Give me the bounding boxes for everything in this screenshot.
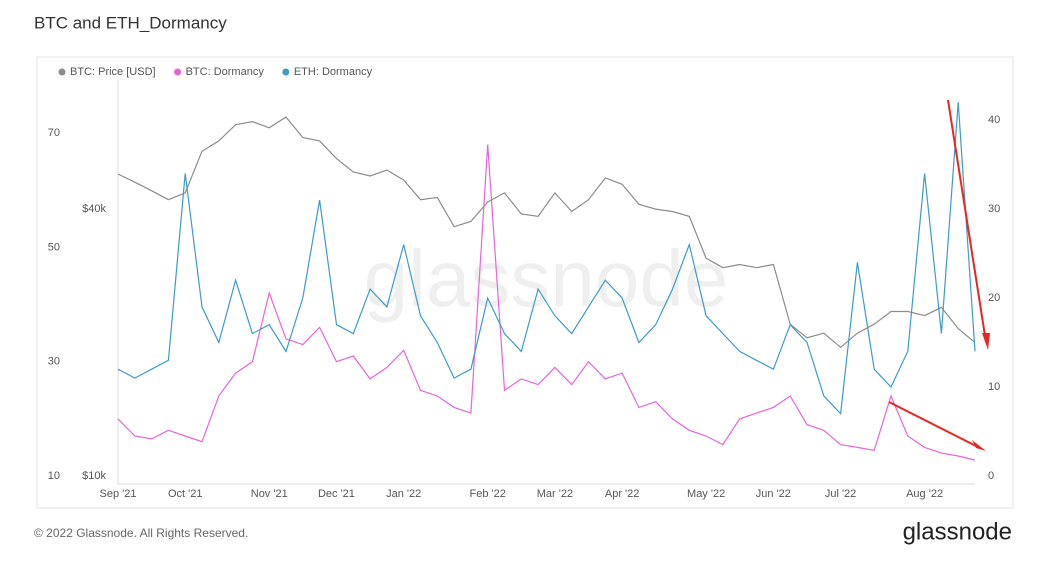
series-line [117,102,976,416]
x-tick-label: Feb '22 [470,488,506,500]
x-tick-label: Mar '22 [537,488,573,500]
y2-tick-label: 10 [988,381,1000,393]
arrow [947,99,987,343]
plot [117,102,976,461]
arrow-head [972,440,986,451]
annotation-arrows [888,99,990,451]
chart-title: BTC and ETH_Dormancy [34,13,227,32]
legend-marker [174,68,182,76]
arrow [888,401,977,447]
y-tick-label: 10 [48,470,60,482]
x-tick-label: Sep '21 [100,488,137,500]
y-tick-label: 70 [48,127,60,139]
legend-marker [282,68,290,76]
watermark: glassnode [364,234,729,323]
y-tick-label: 30 [48,356,60,368]
y2-tick-label: 20 [988,292,1000,304]
chart-card [36,56,1014,509]
x-tick-label: Jun '22 [756,488,791,500]
x-tick-label: Apr '22 [605,488,640,500]
y2-tick-label: 30 [988,203,1000,215]
x-tick-label: Aug '22 [906,488,943,500]
x-tick-label: May '22 [687,488,725,500]
y2-tick-label: 0 [988,470,994,482]
x-tick-label: Jul '22 [825,488,856,500]
series-line [117,144,976,461]
y-tick-label: 50 [48,241,60,253]
y2-tick-label: 40 [988,114,1000,126]
series-line [117,116,976,349]
y3-tick-label: $40k [82,203,106,215]
arrow-head [982,333,990,350]
x-tick-label: Nov '21 [251,488,288,500]
y3-tick-label: $10k [82,470,106,482]
x-tick-label: Oct '21 [168,488,203,500]
legend-label: BTC: Price [USD] [70,66,156,78]
footer: © 2022 Glassnode. All Rights Reserved. [34,526,248,540]
x-tick-label: Dec '21 [318,488,355,500]
legend-label: ETH: Dormancy [294,66,373,78]
x-tick-label: Jan '22 [386,488,421,500]
logo: glassnode [903,518,1012,545]
legend-label: BTC: Dormancy [186,66,265,78]
legend-marker [58,68,66,76]
